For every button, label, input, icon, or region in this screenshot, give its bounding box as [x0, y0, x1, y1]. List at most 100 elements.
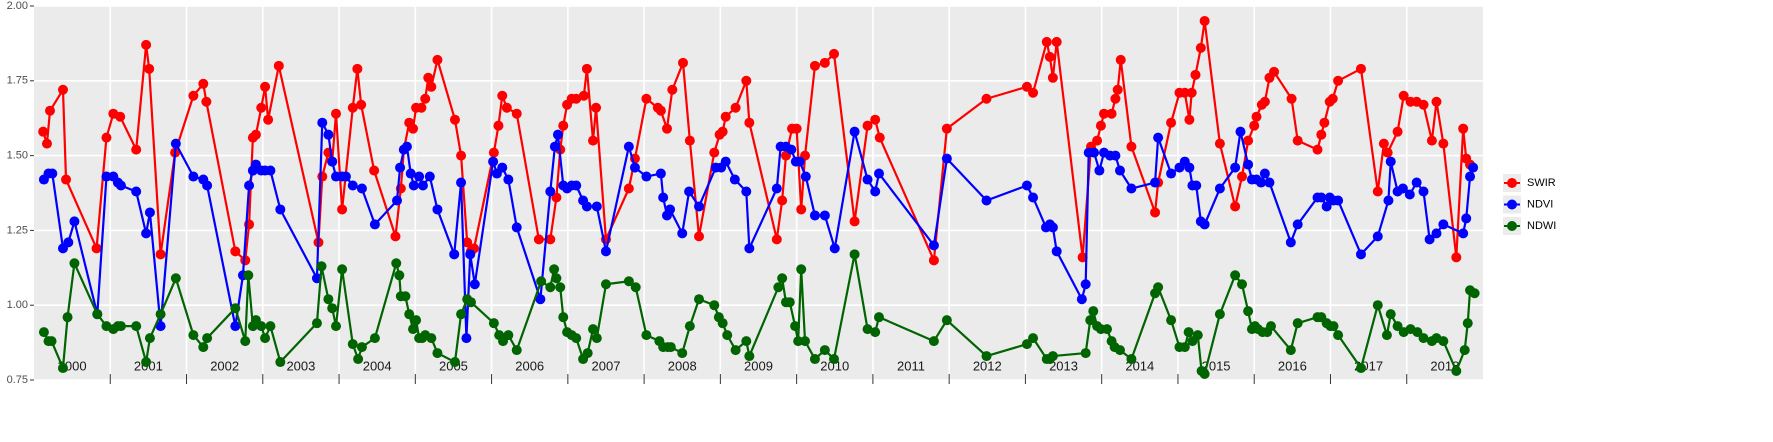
data-point — [1265, 321, 1276, 332]
data-point — [629, 162, 640, 173]
data-point — [449, 249, 460, 260]
data-point — [717, 318, 728, 329]
x-tick-label: 2007 — [592, 358, 621, 373]
data-point — [870, 327, 881, 338]
data-point — [571, 93, 582, 104]
data-point — [1372, 300, 1383, 311]
data-point — [849, 249, 860, 260]
data-point — [796, 204, 807, 215]
y-tick-label: 1.75 — [7, 75, 28, 87]
data-point — [405, 168, 416, 179]
data-point — [45, 105, 56, 116]
data-point — [69, 216, 80, 227]
data-point — [1431, 228, 1442, 239]
x-tick-label: 2016 — [1278, 358, 1307, 373]
data-point — [1264, 177, 1275, 188]
data-point — [201, 96, 212, 107]
data-point — [465, 297, 476, 308]
data-point — [230, 303, 241, 314]
data-point — [777, 273, 788, 284]
data-point — [331, 321, 342, 332]
data-point — [1021, 180, 1032, 191]
data-point — [323, 129, 334, 140]
data-point — [1047, 351, 1058, 362]
data-point — [658, 192, 669, 203]
data-point — [91, 243, 102, 254]
data-point — [1451, 366, 1462, 377]
data-point — [1285, 237, 1296, 248]
data-point — [356, 342, 367, 353]
data-point — [240, 336, 251, 347]
data-point — [511, 222, 522, 233]
data-point — [1243, 135, 1254, 146]
data-point — [800, 171, 811, 182]
data-point — [432, 348, 443, 359]
data-point — [1102, 324, 1113, 335]
data-point — [588, 135, 599, 146]
data-point — [101, 132, 112, 143]
data-point — [340, 171, 351, 182]
y-tick-label: 2.00 — [7, 0, 28, 12]
data-point — [141, 357, 152, 368]
data-point — [408, 180, 419, 191]
data-point — [356, 99, 367, 110]
x-tick-label: 2002 — [210, 358, 239, 373]
data-point — [115, 180, 126, 191]
data-point — [741, 336, 752, 347]
data-point — [170, 138, 181, 149]
data-point — [677, 348, 688, 359]
data-point — [47, 168, 58, 179]
data-point — [503, 330, 514, 341]
data-point — [1286, 93, 1297, 104]
data-point — [1166, 168, 1177, 179]
data-point — [641, 93, 652, 104]
data-point — [720, 111, 731, 122]
data-point — [101, 171, 112, 182]
data-point — [1259, 96, 1270, 107]
data-point — [423, 72, 434, 83]
data-point — [395, 162, 406, 173]
data-point — [1418, 99, 1429, 110]
data-point — [941, 315, 952, 326]
data-point — [730, 102, 741, 113]
data-point — [131, 186, 142, 197]
data-point — [684, 321, 695, 332]
data-point — [623, 276, 634, 287]
data-point — [717, 126, 728, 137]
data-point — [571, 333, 582, 344]
data-point — [1462, 318, 1473, 329]
data-point — [1243, 306, 1254, 317]
data-point — [819, 345, 830, 356]
data-point — [665, 342, 676, 353]
data-point — [870, 186, 881, 197]
data-point — [1459, 345, 1470, 356]
x-tick-label: 2004 — [363, 358, 392, 373]
data-point — [265, 321, 276, 332]
data-point — [461, 333, 472, 344]
data-point — [1372, 186, 1383, 197]
data-point — [144, 207, 155, 218]
data-point — [1243, 159, 1254, 170]
data-point — [1126, 354, 1137, 365]
data-point — [722, 330, 733, 341]
data-point — [391, 258, 402, 269]
series-ndvi — [38, 117, 1479, 344]
data-point — [941, 153, 952, 164]
data-point — [694, 231, 705, 242]
data-point — [771, 183, 782, 194]
data-point — [449, 114, 460, 125]
data-point — [243, 270, 254, 281]
data-point — [928, 255, 939, 266]
data-point — [198, 342, 209, 353]
data-point — [420, 93, 431, 104]
x-tick-label: 2011 — [897, 358, 925, 373]
data-point — [1269, 66, 1280, 77]
data-point — [1199, 15, 1210, 26]
data-point — [1047, 222, 1058, 233]
data-point — [1316, 129, 1327, 140]
x-tick-label: 2015 — [1202, 358, 1231, 373]
data-point — [1195, 42, 1206, 53]
x-tick-label: 2012 — [973, 358, 1002, 373]
data-point — [1237, 171, 1248, 182]
data-point — [784, 297, 795, 308]
